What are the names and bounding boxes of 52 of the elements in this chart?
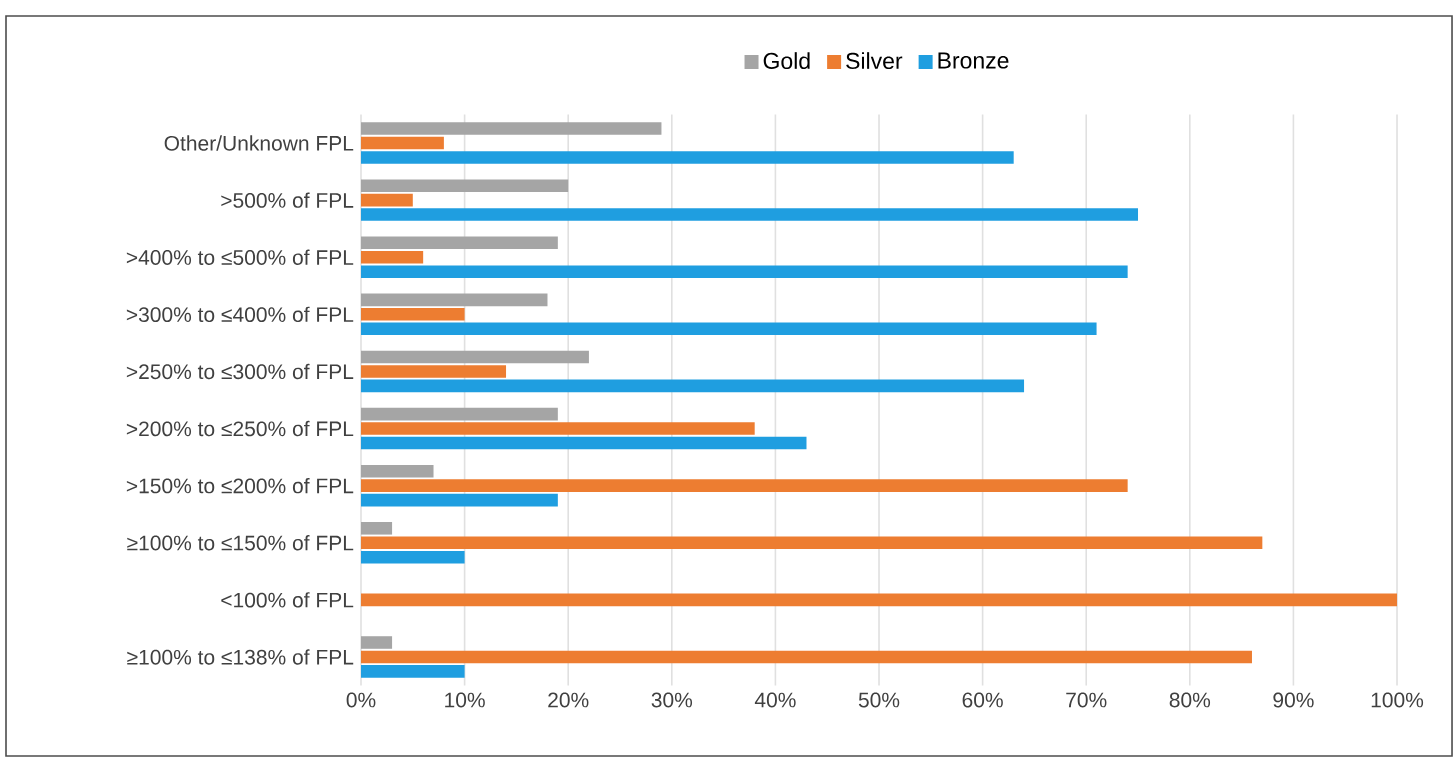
bar: [361, 250, 424, 264]
bar: [361, 208, 1139, 221]
bar: [361, 493, 558, 507]
x-tick-label: 90%: [1273, 692, 1314, 708]
bar: [361, 308, 465, 321]
bar: [361, 193, 413, 207]
bar: [361, 236, 558, 250]
bar: [361, 293, 548, 307]
y-tick-label: Other/Unknown FPL: [164, 135, 354, 151]
bar: [361, 665, 465, 678]
bar: [361, 550, 465, 564]
legend-label: Silver: [846, 52, 903, 70]
bar: [361, 179, 569, 192]
y-tick-label: ≥100% to ≤150% of FPL: [127, 535, 354, 551]
bar: [361, 464, 434, 478]
y-tick-label: >300% to ≤400% of FPL: [126, 306, 354, 323]
legend-label: Gold: [763, 52, 810, 70]
bar: [361, 593, 1398, 607]
y-tick-label: >500% of FPL: [221, 192, 354, 208]
x-tick-label: 50%: [858, 692, 900, 708]
x-tick-label: 30%: [651, 692, 693, 708]
bar: [361, 350, 589, 364]
bar: [361, 650, 1252, 664]
x-tick-label: 10%: [445, 692, 485, 708]
x-tick-label: 70%: [1066, 692, 1107, 708]
bar: [361, 536, 1263, 550]
y-tick-label: <100% of FPL: [221, 592, 354, 608]
bar: [361, 122, 662, 135]
x-tick-label: 0%: [346, 692, 376, 708]
y-tick-label: >250% to ≤300% of FPL: [126, 363, 354, 380]
bar: [361, 422, 755, 435]
bar: [361, 322, 1097, 336]
y-tick-label: >150% to ≤200% of FPL: [126, 477, 354, 494]
x-tick-label: 80%: [1169, 692, 1211, 708]
bar: [361, 136, 444, 150]
bar: [361, 636, 393, 649]
y-tick-label: >400% to ≤500% of FPL: [126, 249, 354, 265]
bar: [361, 365, 507, 378]
y-tick-label: ≥100% to ≤138% of FPL: [127, 649, 354, 665]
legend-label: Bronze: [938, 52, 1009, 69]
bar: [361, 265, 1128, 278]
bar: [361, 436, 807, 450]
x-tick-label: 40%: [754, 692, 796, 708]
bar: [361, 151, 1014, 164]
bar: [361, 407, 558, 421]
y-tick-label: >200% to ≤250% of FPL: [126, 420, 354, 437]
bar: [361, 379, 1025, 393]
bar: [361, 479, 1128, 492]
x-tick-label: 20%: [548, 692, 589, 708]
bar: [361, 522, 393, 535]
x-tick-label: 100%: [1371, 692, 1424, 708]
x-tick-label: 60%: [962, 692, 1003, 708]
